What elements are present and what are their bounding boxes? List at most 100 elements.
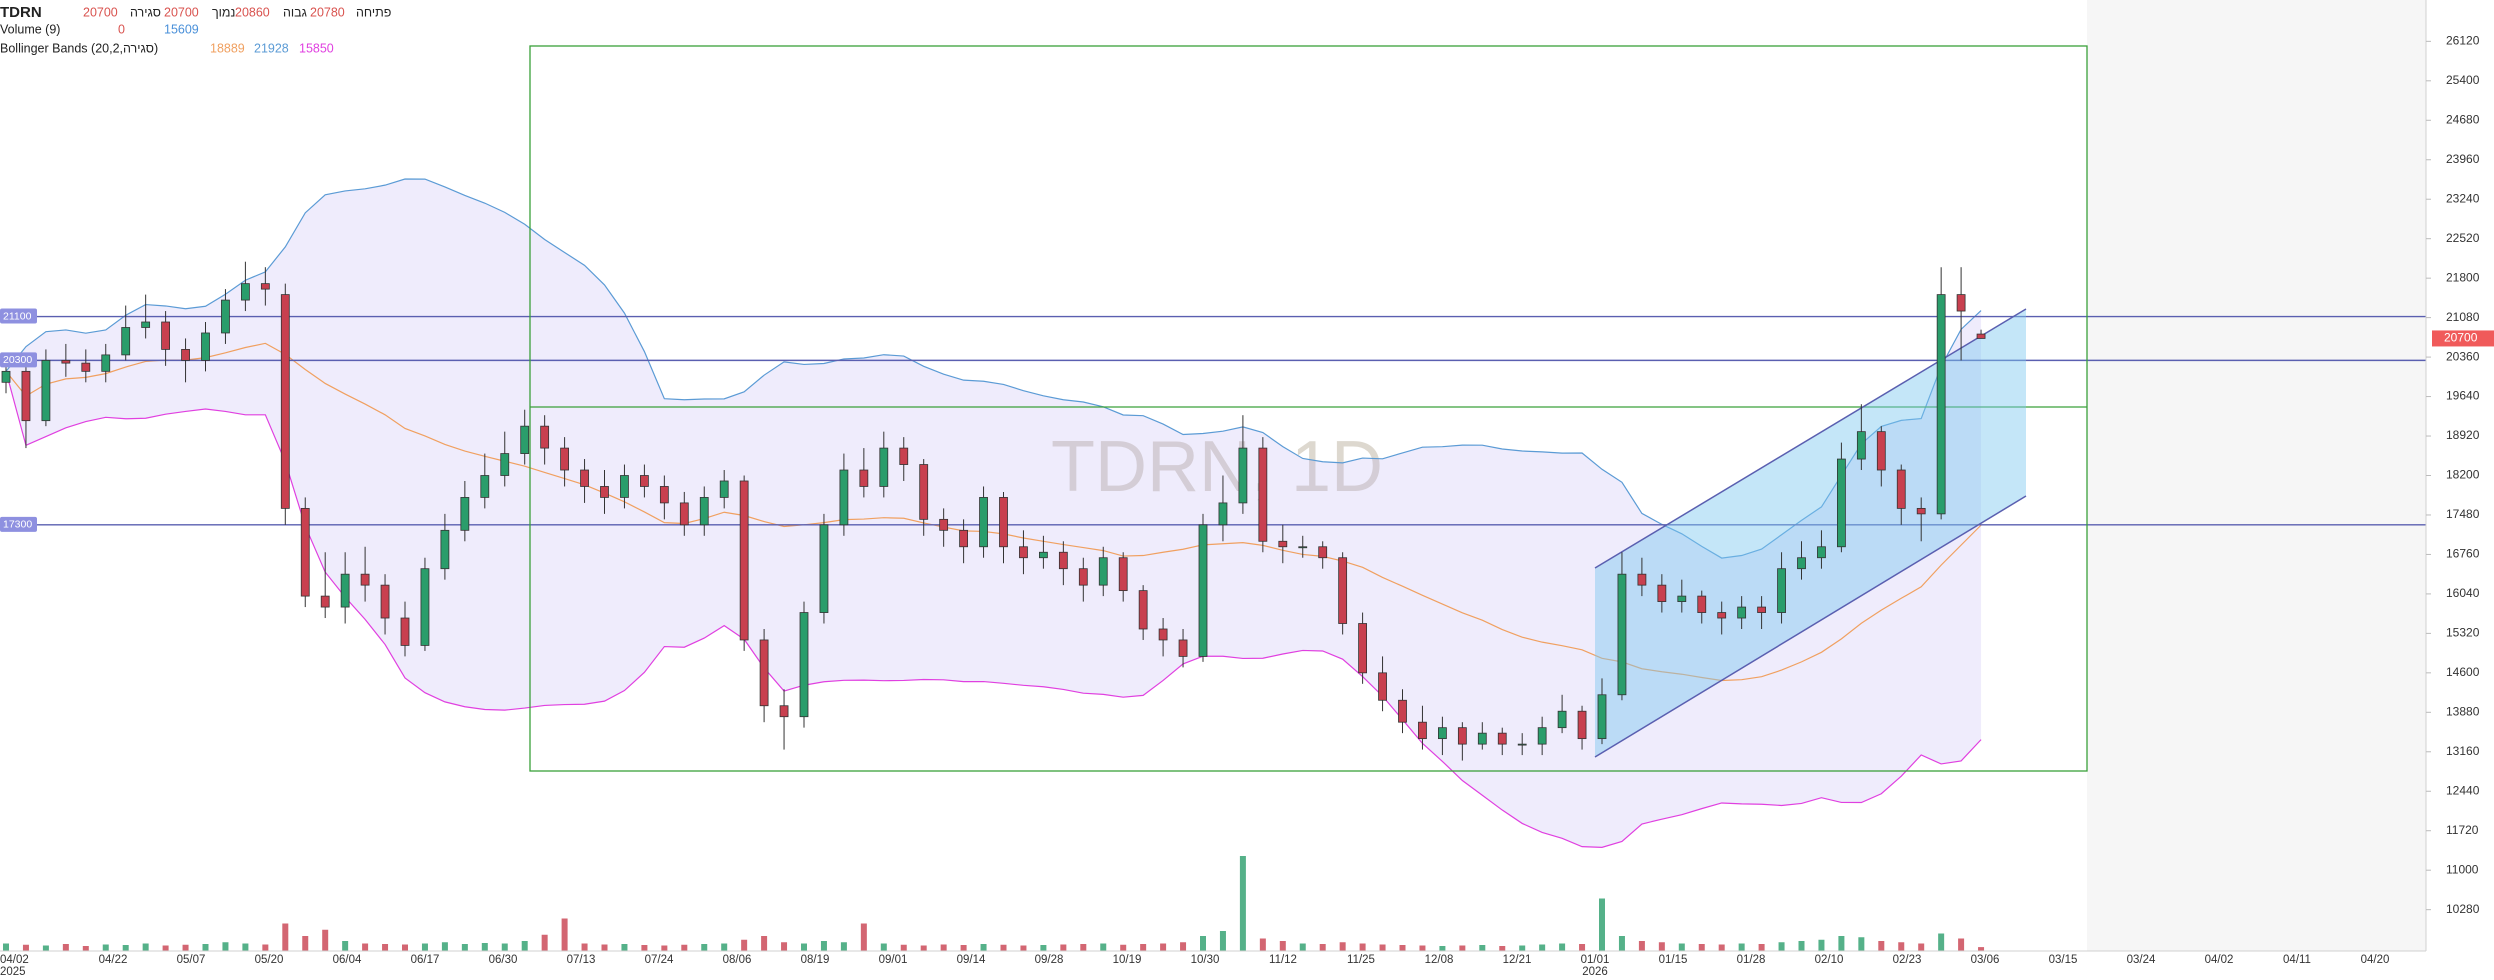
volume-bar [302,936,309,951]
candle-body [420,568,430,646]
candle-body [300,507,310,597]
candle-body [1737,606,1747,619]
candle-body [400,617,410,646]
x-tick-label: 11/25 [1347,954,1375,966]
candle-body [839,469,849,526]
x-tick-label: 10/30 [1191,954,1220,966]
volume-bar [1878,941,1885,951]
x-tick-label: 11/12 [1269,954,1297,966]
volume-bar [1140,944,1147,951]
volume-bar [880,943,887,951]
y-tick-label: 18920 [2446,428,2480,442]
y-tick-label: 25400 [2446,73,2480,87]
candle-body [1058,551,1068,570]
candle-body [1657,584,1667,602]
volume-bar [681,944,688,951]
volume-bar [322,929,329,951]
volume-bar [1519,945,1526,951]
volume-bar [1399,945,1406,951]
range-rectangle [529,45,2088,772]
y-tick-label: 21800 [2446,270,2480,284]
y-tick-label: 17480 [2446,507,2480,521]
legend: TDRN Volume (9) Bollinger Bands (20,2,סג… [0,4,391,55]
volume-bar [621,944,628,951]
volume-bar [1718,944,1725,951]
volume-bar [142,943,149,951]
volume-value: 0 [118,22,125,36]
y-tick-label: 23240 [2446,191,2480,205]
candle-body [939,518,949,531]
candle-body [1418,721,1427,740]
volume-bar [1200,936,1206,951]
bollinger-label: Bollinger Bands (20,2,סגירה) [0,41,158,55]
candle-body [500,453,510,476]
volume-bar [262,944,269,951]
volume-bar [701,944,708,951]
candle-body [1158,628,1168,641]
candle-body [919,464,929,520]
volume-bar [920,945,927,951]
volume-bar [1938,933,1945,951]
volume-bar [1559,943,1566,951]
y-tick-label: 11720 [2446,823,2479,837]
channel-upper [1594,308,2027,569]
volume-bar [481,943,488,951]
x-tick-label: 01/01 [1581,954,1610,966]
volume-bar [1778,942,1785,951]
candle-body [1677,595,1687,602]
candle-body [1497,732,1507,745]
volume-bar [1319,944,1326,951]
candle-body [1019,546,1028,559]
volume-bar [1479,945,1486,951]
volume-bar [1499,946,1506,951]
candle-body [759,639,769,707]
candle-body [899,447,909,465]
hline-label: 17300 [3,519,32,531]
legend-label: פתיחה [356,5,391,19]
price-axis [2426,0,2494,980]
candle-body [1837,458,1846,548]
drawings [529,45,2088,772]
volume-bar [501,943,508,951]
volume-bar [1638,941,1645,951]
channel-fill [1595,309,2026,757]
hline-label-box [0,516,37,532]
candle-body [1358,623,1367,674]
candle-body [999,497,1008,548]
volume-bar [1958,938,1965,951]
legend-value: 20700 [164,5,199,19]
candle-body [1956,294,1966,312]
candle-body [1537,727,1547,745]
volume-bar [1858,937,1865,951]
volume-bar [1239,856,1246,951]
volume-bar [1918,943,1925,951]
candle-body [659,486,669,504]
indicator-layer [0,178,2426,951]
candle-body [799,612,809,718]
candle-body [699,497,709,526]
volume-bar [102,944,109,951]
volume-bar [1459,945,1466,951]
candle-body [1976,333,1986,339]
candle-body [560,447,569,471]
volume-bar [820,941,827,951]
y-tick-label: 24680 [2446,112,2480,126]
candle-body [1318,546,1328,559]
volume-bar [761,936,768,951]
volume-value: 15609 [164,22,199,36]
volume-bar [541,934,548,951]
bollinger-value: 21928 [254,41,289,55]
candle-body [280,294,290,509]
volume-bar [1120,944,1127,951]
x-tick-label: 02/10 [1815,954,1844,966]
x-tick-label: 06/04 [333,954,362,966]
candle-body [460,497,470,531]
last-price-box [2432,330,2494,347]
volume-bar [721,943,728,951]
volume-bar [840,942,847,951]
volume-bar [342,941,349,951]
candle-body [520,425,530,454]
volume-bar [641,945,648,951]
candle-body [879,447,889,487]
volume-bar [581,943,588,951]
